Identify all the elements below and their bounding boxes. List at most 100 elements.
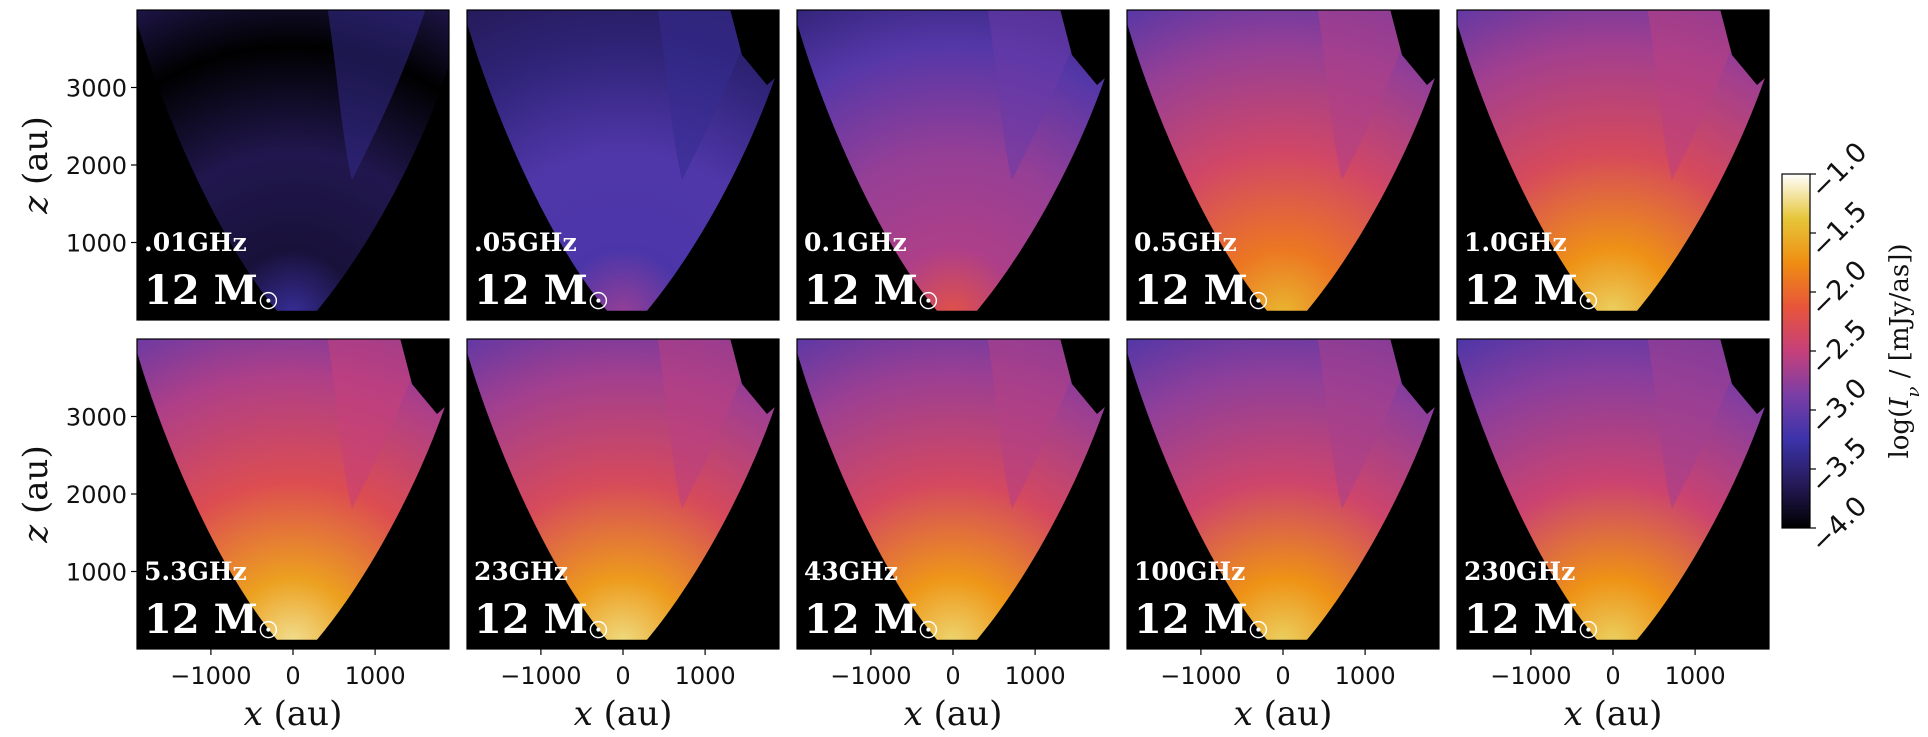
- colorbar: −4.0−3.5−3.0−2.5−2.0−1.5−1.0 log(Iν / [mJ…: [1781, 137, 1924, 559]
- empty-region: [1720, 10, 1769, 85]
- x-axis-label: x (au): [1564, 694, 1663, 734]
- panel-frame: [466, 9, 780, 321]
- source-marker-dot: [1586, 298, 1591, 303]
- cavity-region: [1647, 339, 1746, 509]
- colorbar-label: log(Iν / [mJy/as]): [1885, 243, 1924, 458]
- colorbar-tick-label: −2.0: [1805, 255, 1873, 323]
- cavity-region: [987, 10, 1086, 180]
- empty-region: [730, 10, 779, 85]
- frequency-label: 0.5GHz: [1134, 228, 1237, 257]
- x-tick-label: 1000: [675, 662, 736, 690]
- cavity-region: [657, 339, 756, 509]
- cavity-region: [327, 10, 426, 180]
- x-axis-label: x (au): [1234, 694, 1333, 734]
- cavity-region: [1317, 339, 1416, 509]
- x-tick-label: 1000: [1335, 662, 1396, 690]
- empty-region: [1390, 339, 1439, 414]
- x-tick-label: −1000: [1160, 662, 1241, 690]
- source-marker-ring: [919, 620, 938, 639]
- x-tick-label: −1000: [500, 662, 581, 690]
- mass-label: 12 M: [804, 267, 918, 314]
- y-tick-label: 2000: [66, 152, 127, 180]
- mass-label: 12 M: [804, 596, 918, 643]
- x-tick-label: 1000: [345, 662, 406, 690]
- frequency-label: 43GHz: [804, 557, 898, 586]
- x-tick-label: 0: [945, 662, 960, 690]
- empty-region: [1060, 339, 1109, 414]
- frequency-label: 23GHz: [474, 557, 568, 586]
- colorbar-tick-label: −2.5: [1805, 314, 1873, 382]
- x-tick-label: 1000: [1665, 662, 1726, 690]
- colorbar-tick-label: −3.0: [1805, 373, 1873, 441]
- cavity-region: [1647, 10, 1746, 180]
- source-marker-dot: [926, 298, 931, 303]
- y-tick-label: 1000: [66, 559, 127, 587]
- mass-label: 12 M: [144, 267, 258, 314]
- mass-label: 12 M: [474, 596, 588, 643]
- y-axis-label: z (au): [16, 445, 56, 543]
- frequency-label: 1.0GHz: [1464, 228, 1567, 257]
- y-tick-label: 3000: [66, 404, 127, 432]
- x-tick-label: 1000: [1005, 662, 1066, 690]
- panel-4: 0.5GHz 12 M: [1126, 9, 1440, 321]
- empty-region: [1390, 10, 1439, 85]
- mass-label: 12 M: [1464, 267, 1578, 314]
- x-axis-label: x (au): [244, 694, 343, 734]
- x-axis-label: x (au): [904, 694, 1003, 734]
- panel-2: .05GHz 12 M: [466, 9, 780, 321]
- panel-1: .01GHz 12 M 1000 2000 3000 z (au): [16, 9, 450, 321]
- cavity-region: [327, 339, 426, 509]
- cavity-region: [987, 339, 1086, 509]
- colorbar-tick-label: −4.0: [1805, 491, 1873, 559]
- colorbar-tick-label: −1.5: [1805, 196, 1873, 264]
- empty-region: [1060, 10, 1109, 85]
- source-marker-dot: [266, 627, 271, 632]
- source-marker-dot: [596, 298, 601, 303]
- frequency-label: 230GHz: [1464, 557, 1575, 586]
- frequency-label: 5.3GHz: [144, 557, 247, 586]
- x-axis-label: x (au): [574, 694, 673, 734]
- source-marker-ring: [1579, 620, 1598, 639]
- cavity-region: [1317, 10, 1416, 180]
- source-marker-dot: [1256, 627, 1261, 632]
- y-axis-label: z (au): [16, 116, 56, 214]
- cavity-region: [657, 10, 756, 180]
- source-marker-ring: [1249, 620, 1268, 639]
- x-tick-label: 0: [285, 662, 300, 690]
- empty-region: [400, 339, 449, 414]
- source-marker-dot: [1586, 627, 1591, 632]
- source-marker-ring: [919, 291, 938, 310]
- panel-frame: [1456, 9, 1770, 321]
- panel-frame: [1126, 9, 1440, 321]
- y-tick-label: 1000: [66, 230, 127, 258]
- panel-frame: [796, 9, 1110, 321]
- source-marker-dot: [266, 298, 271, 303]
- y-tick-label: 3000: [66, 75, 127, 103]
- source-marker-ring: [1249, 291, 1268, 310]
- mass-label: 12 M: [1134, 267, 1248, 314]
- x-tick-label: −1000: [830, 662, 911, 690]
- x-tick-label: 0: [1275, 662, 1290, 690]
- colorbar-tick-label: −3.5: [1805, 432, 1873, 500]
- panel-5: 1.0GHz 12 M: [1456, 9, 1770, 321]
- frequency-label: .05GHz: [474, 228, 577, 257]
- panel-3: 0.1GHz 12 M: [796, 9, 1110, 321]
- source-marker-ring: [1579, 291, 1598, 310]
- x-tick-label: 0: [1605, 662, 1620, 690]
- mass-label: 12 M: [474, 267, 588, 314]
- source-marker-dot: [1256, 298, 1261, 303]
- x-tick-label: 0: [615, 662, 630, 690]
- source-marker-ring: [589, 620, 608, 639]
- mass-label: 12 M: [1464, 596, 1578, 643]
- source-marker-dot: [926, 627, 931, 632]
- source-marker-ring: [589, 291, 608, 310]
- mass-label: 12 M: [144, 596, 258, 643]
- source-marker-ring: [259, 620, 278, 639]
- mass-label: 12 M: [1134, 596, 1248, 643]
- empty-region: [1720, 339, 1769, 414]
